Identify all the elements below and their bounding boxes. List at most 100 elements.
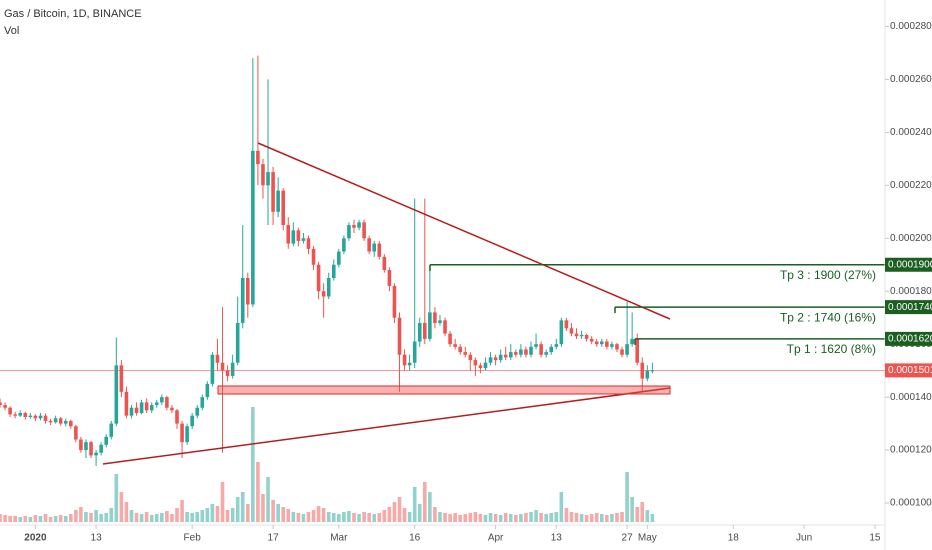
volume-bar — [564, 508, 569, 522]
volume-bar — [407, 512, 412, 522]
candle-body — [610, 344, 614, 347]
candle-body — [251, 150, 255, 305]
volume-bar — [473, 512, 478, 522]
candle-body — [372, 243, 377, 252]
x-tick-label: Jun — [796, 533, 812, 544]
candle-body — [84, 442, 88, 451]
candle-body — [615, 344, 619, 350]
candle-body — [235, 322, 240, 363]
candle-body — [119, 365, 124, 392]
volume-bar — [342, 512, 346, 522]
candle-body — [134, 407, 139, 414]
candle-body — [529, 346, 533, 355]
volume-bar — [534, 510, 538, 522]
volume-bar — [417, 504, 422, 522]
volume-bar — [23, 516, 28, 522]
candle-body — [600, 341, 604, 345]
volume-bar — [448, 514, 452, 522]
volume-bar — [397, 497, 402, 522]
volume-bar — [412, 487, 417, 522]
volume-bar — [392, 502, 397, 522]
axis-layer: 0.00010000.00012000.00014000.00016000.00… — [24, 21, 932, 544]
candle-body — [38, 415, 43, 419]
candle-body — [48, 420, 53, 423]
target-tag — [885, 257, 932, 272]
candle-body — [144, 402, 149, 411]
volume-bar — [94, 510, 98, 522]
x-tick-label: 15 — [869, 533, 881, 544]
volume-bar — [569, 512, 574, 522]
candle-body — [154, 402, 159, 406]
volume-bar — [584, 515, 589, 522]
volume-bar — [235, 497, 240, 522]
candle-body — [271, 172, 275, 212]
candle-body — [246, 277, 250, 305]
candle-body — [630, 338, 634, 345]
volume-bar — [458, 515, 462, 522]
volume-bar — [610, 514, 614, 522]
candle-body — [559, 320, 564, 345]
candle-body — [574, 333, 579, 337]
candle-body — [225, 370, 230, 376]
volume-bar — [53, 516, 58, 522]
candle-body — [89, 442, 93, 456]
volume-bar — [594, 513, 599, 522]
volume-bar — [352, 513, 356, 522]
volume-bar — [316, 506, 321, 522]
target-tag — [885, 331, 932, 346]
volume-bar — [600, 514, 604, 522]
volume-bar — [357, 514, 361, 522]
candle-body — [428, 312, 432, 339]
candle-body — [503, 354, 508, 358]
candle-body — [569, 328, 574, 334]
support-trendline — [102, 387, 671, 465]
candle-body — [407, 362, 412, 366]
volume-bar — [109, 508, 114, 522]
volume-bar — [33, 515, 38, 522]
volume-bar — [478, 514, 483, 522]
volume-bar — [256, 462, 260, 522]
candle-body — [478, 365, 483, 369]
target-tag-label: 0.0001740 — [888, 302, 932, 313]
candle-body — [175, 410, 179, 424]
candle-body — [392, 285, 397, 318]
volume-bar — [104, 513, 108, 522]
candle-body — [13, 414, 17, 416]
volume-bar — [48, 517, 53, 522]
volume-bar — [205, 508, 210, 522]
candle-body — [620, 349, 624, 355]
candle-body — [387, 270, 392, 286]
chart-title: Gas / Bitcoin, 1D, BINANCE — [4, 8, 142, 20]
volume-bar — [28, 517, 33, 522]
volume-bar — [220, 482, 225, 522]
volume-bar — [306, 512, 311, 522]
volume-bar — [650, 514, 655, 522]
volume-bar — [529, 512, 533, 522]
last-price-label: 0.0001501 — [888, 365, 932, 376]
candle-body — [483, 362, 488, 369]
candle-body — [205, 383, 210, 398]
candle-body — [519, 349, 523, 355]
candle-body — [645, 370, 650, 379]
candle-body — [58, 418, 63, 424]
volume-bar — [579, 514, 584, 522]
candle-body — [190, 415, 194, 427]
candle-body — [443, 320, 447, 334]
volume-bar — [625, 472, 629, 522]
volume-bar — [362, 512, 366, 522]
candle-body — [139, 402, 144, 414]
volume-bar — [291, 512, 296, 522]
candle-body — [306, 238, 311, 249]
volume-bar — [281, 507, 285, 522]
support-zone — [217, 385, 671, 395]
volume-bar — [337, 514, 341, 522]
candle-body — [448, 333, 452, 345]
volume-bar — [149, 515, 154, 522]
